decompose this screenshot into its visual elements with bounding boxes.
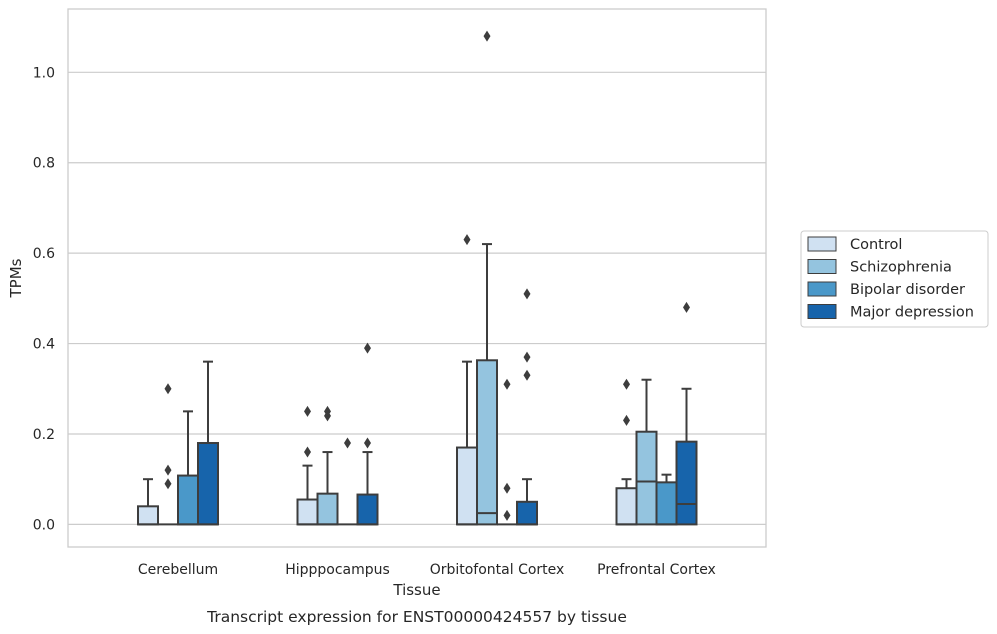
outlier-point (364, 342, 371, 354)
box (516, 500, 538, 526)
outlier-point (503, 482, 511, 494)
outlier-point (324, 405, 331, 417)
legend-swatch (807, 304, 837, 319)
outlier-point (503, 509, 511, 521)
box (177, 474, 199, 526)
plot-area (68, 9, 766, 547)
box (675, 440, 698, 526)
chart-caption: Transcript expression for ENST0000042455… (206, 608, 627, 626)
box (476, 359, 498, 526)
series-group (197, 288, 698, 526)
x-tick-label: Prefrontal Cortex (597, 562, 716, 578)
y-tick-labels: 0.0 0.2 0.4 0.6 0.8 1.0 (33, 65, 55, 533)
outlier-point (503, 378, 511, 390)
legend-swatch (807, 281, 837, 297)
y-tick-label: 0.0 (33, 517, 55, 533)
plot-frame (67, 8, 767, 548)
y-tick-label: 0.4 (33, 337, 55, 353)
outlier-point (523, 288, 531, 300)
legend-label: Major depression (850, 305, 974, 321)
outlier-point (523, 351, 531, 363)
box (456, 446, 478, 526)
x-axis-label: Tissue (392, 581, 440, 599)
y-tick-label: 0.2 (33, 427, 55, 443)
outlier-point (623, 378, 630, 390)
legend-label: Schizophrenia (850, 260, 952, 276)
legend-label: Bipolar disorder (850, 282, 965, 298)
legend-label: Control (850, 237, 902, 253)
box (197, 442, 219, 526)
box (615, 487, 638, 526)
outlier-point (304, 405, 311, 417)
x-tick-label: Cerebellum (138, 562, 218, 578)
outlier-point (463, 234, 471, 246)
x-tick-label: Orbitofontal Cortex (430, 562, 565, 578)
x-tick-label: Hipppocampus (285, 562, 390, 578)
legend-frame (800, 230, 989, 328)
x-tick-labels: Cerebellum Hipppocampus Orbitofontal Corte… (138, 562, 716, 578)
outlier-point (164, 383, 172, 395)
legend-swatch (807, 259, 837, 274)
y-axis-label: TPMs (7, 258, 25, 298)
y-tick-label: 1.0 (33, 65, 55, 81)
legend-swatch (807, 236, 837, 252)
box (356, 493, 379, 526)
outlier-point (623, 414, 630, 426)
legend: Control Schizophrenia Bipolar disorder Majo… (800, 230, 989, 328)
outlier-point (164, 478, 172, 490)
outlier-point (483, 30, 491, 42)
series-group (177, 378, 678, 526)
box (137, 505, 159, 526)
y-tick-label: 0.8 (33, 156, 55, 172)
box (296, 498, 319, 526)
box (635, 430, 658, 526)
outlier-point (683, 301, 690, 313)
outlier-point (304, 446, 311, 458)
box (316, 492, 339, 526)
outlier-point (364, 437, 371, 449)
y-tick-label: 0.6 (33, 246, 55, 262)
series-group (158, 30, 658, 526)
outlier-point (523, 369, 531, 381)
outlier-point (344, 437, 351, 449)
box-series (137, 30, 698, 526)
series-group (137, 234, 638, 526)
outlier-point (164, 464, 172, 476)
box (655, 481, 678, 526)
